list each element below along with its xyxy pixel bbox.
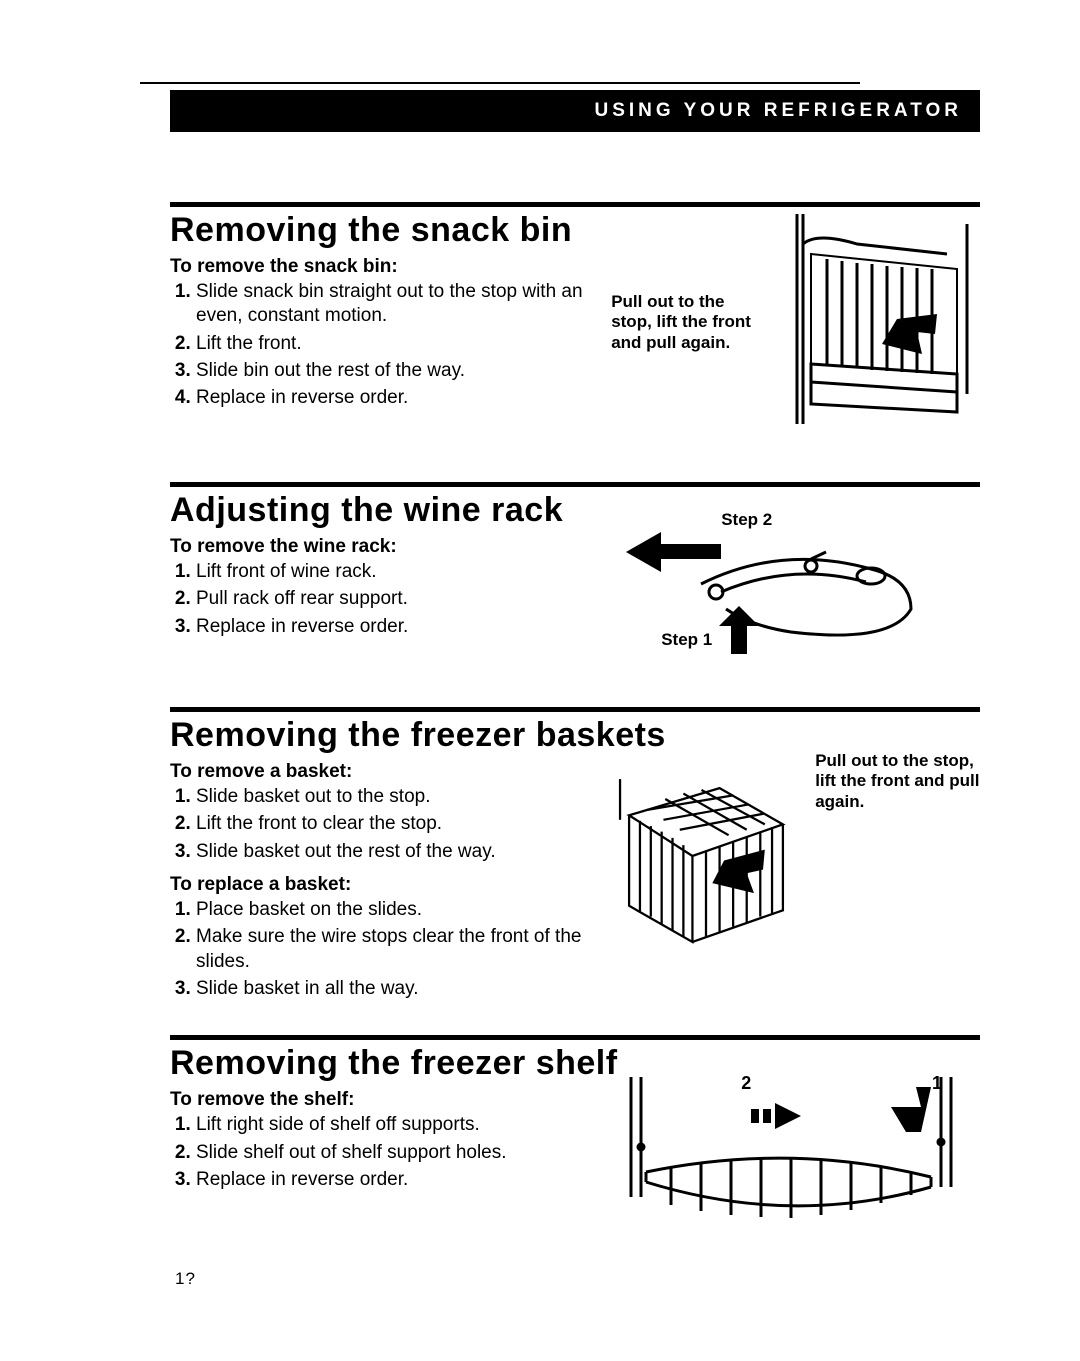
figure-callout-number: 2: [741, 1073, 751, 1094]
step-item: Lift right side of shelf off supports.: [196, 1113, 591, 1137]
section-body: To remove the shelf: Lift right side of …: [170, 1087, 980, 1252]
step-list: Slide snack bin straight out to the stop…: [170, 280, 591, 411]
step-item: Lift the front to clear the stop.: [196, 812, 591, 836]
step-item: Replace in reverse order.: [196, 615, 591, 639]
step-item: Slide snack bin straight out to the stop…: [196, 280, 591, 329]
step-list: Slide basket out to the stop. Lift the f…: [170, 785, 591, 864]
freezer-shelf-figure: 1 2: [611, 1077, 980, 1252]
step-item: Slide shelf out of shelf support holes.: [196, 1141, 591, 1165]
wine-rack-illustration-icon: [611, 514, 931, 674]
figure-column: Pull out to the stop, lift the front and…: [611, 759, 985, 961]
section-title-freezer-baskets: Removing the freezer baskets: [170, 716, 980, 755]
freezer-shelf-illustration-icon: [611, 1077, 971, 1247]
section-body: To remove the wine rack: Lift front of w…: [170, 534, 980, 679]
freezer-basket-figure: Pull out to the stop, lift the front and…: [611, 751, 985, 961]
step-item: Slide basket out to the stop.: [196, 785, 591, 809]
subhead: To replace a basket:: [170, 874, 591, 896]
subhead: To remove the wine rack:: [170, 536, 591, 558]
step-item: Lift front of wine rack.: [196, 560, 591, 584]
step-item: Slide basket in all the way.: [196, 977, 591, 1001]
step-item: Place basket on the slides.: [196, 898, 591, 922]
wine-rack-figure: Step 2 Step 1: [611, 514, 980, 679]
figure-step-label: Step 2: [721, 510, 772, 530]
subhead: To remove the snack bin:: [170, 256, 591, 278]
section-header-bar: USING YOUR REFRIGERATOR: [170, 90, 980, 132]
snack-bin-illustration-icon: [767, 214, 987, 454]
section-rule: [170, 202, 980, 207]
snack-bin-figure: Pull out to the stop, lift the front and…: [611, 214, 987, 454]
step-item: Slide basket out the rest of the way.: [196, 840, 591, 864]
step-item: Slide bin out the rest of the way.: [196, 359, 591, 383]
subhead: To remove the shelf:: [170, 1089, 591, 1111]
step-item: Lift the front.: [196, 332, 591, 356]
subhead: To remove a basket:: [170, 761, 591, 783]
section-body: To remove the snack bin: Slide snack bin…: [170, 254, 980, 454]
section-rule: [170, 707, 980, 712]
text-column: To remove the snack bin: Slide snack bin…: [170, 254, 591, 417]
step-list: Place basket on the slides. Make sure th…: [170, 898, 591, 1001]
text-column: To remove a basket: Slide basket out to …: [170, 759, 591, 1007]
text-column: To remove the shelf: Lift right side of …: [170, 1087, 591, 1198]
section-body: To remove a basket: Slide basket out to …: [170, 759, 980, 1007]
figure-caption: Pull out to the stop, lift the front and…: [611, 292, 761, 353]
header-title: USING YOUR REFRIGERATOR: [594, 100, 962, 121]
step-item: Replace in reverse order.: [196, 1168, 591, 1192]
step-list: Lift front of wine rack. Pull rack off r…: [170, 560, 591, 639]
top-thin-rule: [140, 82, 860, 84]
page-number: 1?: [175, 1269, 196, 1289]
step-item: Replace in reverse order.: [196, 386, 591, 410]
step-list: Lift right side of shelf off supports. S…: [170, 1113, 591, 1192]
figure-callout-number: 1: [932, 1073, 942, 1094]
step-item: Pull rack off rear support.: [196, 587, 591, 611]
figure-step-label: Step 1: [661, 630, 712, 650]
section-rule: [170, 482, 980, 487]
figure-column: 1 2: [611, 1087, 980, 1252]
figure-column: Pull out to the stop, lift the front and…: [611, 254, 987, 454]
figure-caption: Pull out to the stop, lift the front and…: [815, 751, 985, 812]
section-rule: [170, 1035, 980, 1040]
page: USING YOUR REFRIGERATOR Removing the sna…: [0, 0, 1080, 1361]
figure-column: Step 2 Step 1: [611, 534, 980, 679]
text-column: To remove the wine rack: Lift front of w…: [170, 534, 591, 645]
step-item: Make sure the wire stops clear the front…: [196, 925, 591, 974]
freezer-basket-illustration-icon: [611, 751, 801, 961]
